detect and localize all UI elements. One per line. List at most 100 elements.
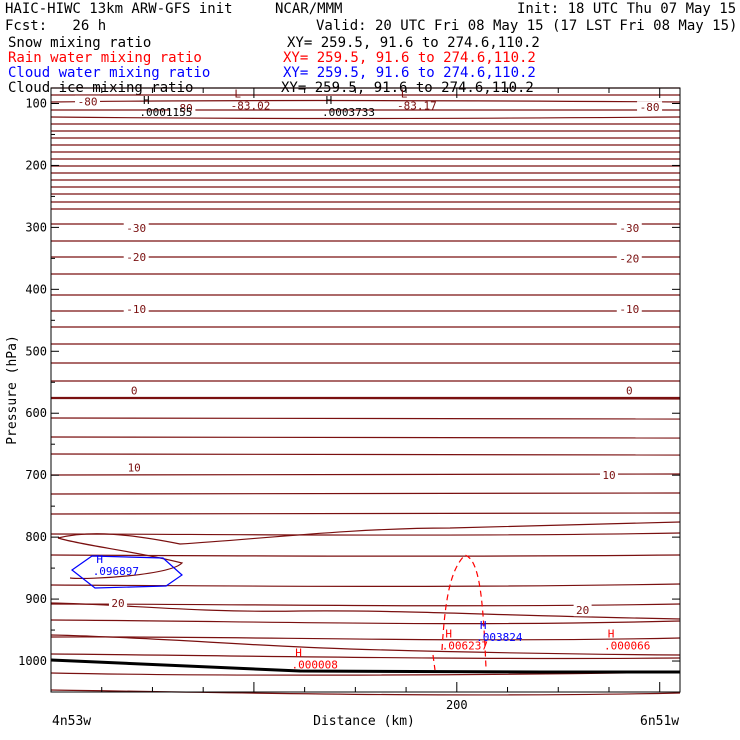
isotherm-contour [57, 521, 681, 545]
isotherm-contour [50, 99, 681, 103]
isotherm-label-bg [616, 303, 642, 316]
isotherm-label: -80 [640, 101, 660, 114]
y-tick-label: 100 [25, 96, 47, 110]
y-tick-label: 700 [25, 468, 47, 482]
isotherm-label-bg [108, 596, 127, 609]
isotherm-label: 10 [128, 462, 141, 475]
distance-axis: 20 0 [101, 88, 661, 712]
chart-title: HAIC-HIWC 13km ARW-GFS init [5, 1, 233, 17]
right-end-label: 6n51w [640, 714, 679, 729]
y-tick-label: 600 [25, 406, 47, 420]
isotherm-label-bg [170, 101, 196, 114]
extremum-value: .0003733 [322, 106, 375, 119]
y-tick-label: 300 [25, 220, 47, 234]
isotherm-contour [50, 417, 681, 420]
isotherm-contour [50, 602, 681, 620]
isotherm-label-bg [125, 461, 144, 474]
extremum-value: .000008 [292, 659, 338, 672]
isotherm-label-bg [637, 101, 663, 114]
isotherm-contour [50, 436, 681, 439]
left-end-label: 4n53w [52, 714, 91, 729]
isotherm-label: -10 [619, 303, 639, 316]
plot-frame [50, 87, 681, 693]
extremum-marker: H [96, 553, 103, 566]
y-tick-label: 500 [25, 344, 47, 358]
cloud-water-contour [70, 555, 183, 589]
isotherm-label-bg [573, 604, 592, 617]
isotherm-contour [50, 583, 681, 587]
ground-line [50, 658, 681, 674]
isotherm-label-bg [123, 251, 149, 264]
valid-time: Valid: 20 UTC Fri 08 May 15 (17 LST Fri … [316, 18, 738, 34]
isotherm-label: 10 [602, 469, 615, 482]
isotherm-label: 20 [111, 597, 124, 610]
isotherm-contour [50, 636, 681, 641]
extremum-marker: L [401, 87, 408, 100]
extremum-value: .000066 [604, 639, 650, 652]
isotherm-label-bg [123, 222, 149, 235]
extremum-value: .006237 [442, 639, 488, 652]
y-tick-label: 200 [25, 158, 47, 172]
field-xy-cloud-water: XY= 259.5, 91.6 to 274.6,110.2 [283, 65, 536, 81]
isotherm-label-bg [599, 469, 618, 482]
isotherm-labels: -80 -80 -80 -30 -30 -20 -20 -10 -10 0 0 10 10 20 20 [75, 95, 663, 617]
x-tick-label: 200 [446, 698, 468, 712]
extremum-marker: H [143, 94, 150, 107]
field-label-cloud-water: Cloud water mixing ratio [8, 65, 211, 81]
isotherm-label-bg [123, 303, 149, 316]
extremum-value: -83.17 [397, 99, 437, 112]
y-axis-label: Pressure (hPa) [5, 335, 20, 445]
y-tick-label: 900 [25, 592, 47, 606]
y-tick-label: 400 [25, 282, 47, 296]
isotherm-contour [50, 473, 681, 476]
isotherm-label-bg [623, 384, 635, 397]
isotherm-label: -20 [126, 251, 146, 264]
isotherm-label: -10 [126, 303, 146, 316]
rain-water-contour [432, 554, 487, 671]
isotherm-contour [50, 634, 681, 656]
field-label-snow: Snow mixing ratio [8, 35, 152, 51]
isotherm-label: 20 [576, 604, 589, 617]
field-label-rain: Rain water mixing ratio [8, 50, 202, 66]
extremum-marker: H [295, 647, 302, 660]
extrema-markers: L-83.02L-83.17H.0001155H.0003733H.096897… [93, 87, 651, 671]
extremum-marker: H [445, 627, 452, 640]
init-time: Init: 18 UTC Thu 07 May 15 [517, 1, 737, 17]
isotherm-label: -20 [619, 252, 639, 265]
field-xy-snow: XY= 259.5, 91.6 to 274.6,110.2 [287, 35, 540, 51]
isotherm-label: -30 [619, 222, 639, 235]
isotherm-contour [50, 653, 681, 660]
isotherm-contour [50, 532, 681, 536]
isotherm-contour [57, 537, 184, 579]
forecast-hour: Fcst: 26 h [5, 18, 107, 34]
extremum-marker: H [326, 94, 333, 107]
isotherm-label: -80 [173, 102, 193, 115]
isotherm-contour [50, 619, 681, 625]
extremum-value: -83.02 [231, 99, 271, 112]
y-tick-label: 800 [25, 530, 47, 544]
x-axis-label: Distance (km) [313, 714, 415, 729]
extremum-value: .096897 [93, 565, 139, 578]
field-xy-rain: XY= 259.5, 91.6 to 274.6,110.2 [283, 50, 536, 66]
isotherm-label-bg [616, 222, 642, 235]
isotherm-contour [50, 453, 681, 456]
extremum-marker: L [234, 87, 241, 100]
isotherm-contour [50, 492, 681, 495]
isotherm-label: 0 [131, 384, 138, 397]
extremum-marker: H [480, 619, 487, 632]
isotherm-label: -80 [78, 96, 98, 109]
isotherm-label-bg [616, 252, 642, 265]
isotherm-contour [50, 512, 681, 515]
extremum-value: .0001155 [139, 106, 192, 119]
isotherm-contour [50, 689, 681, 696]
isotherm-label-bg [75, 95, 101, 108]
model-source: NCAR/MMM [275, 1, 343, 17]
extremum-marker: H [608, 627, 615, 640]
isotherm-label: 0 [626, 384, 633, 397]
isotherm-contour [50, 554, 681, 557]
isotherm-label: -30 [126, 222, 146, 235]
isotherm-contour [50, 116, 681, 120]
extremum-value: .003824 [476, 631, 523, 644]
